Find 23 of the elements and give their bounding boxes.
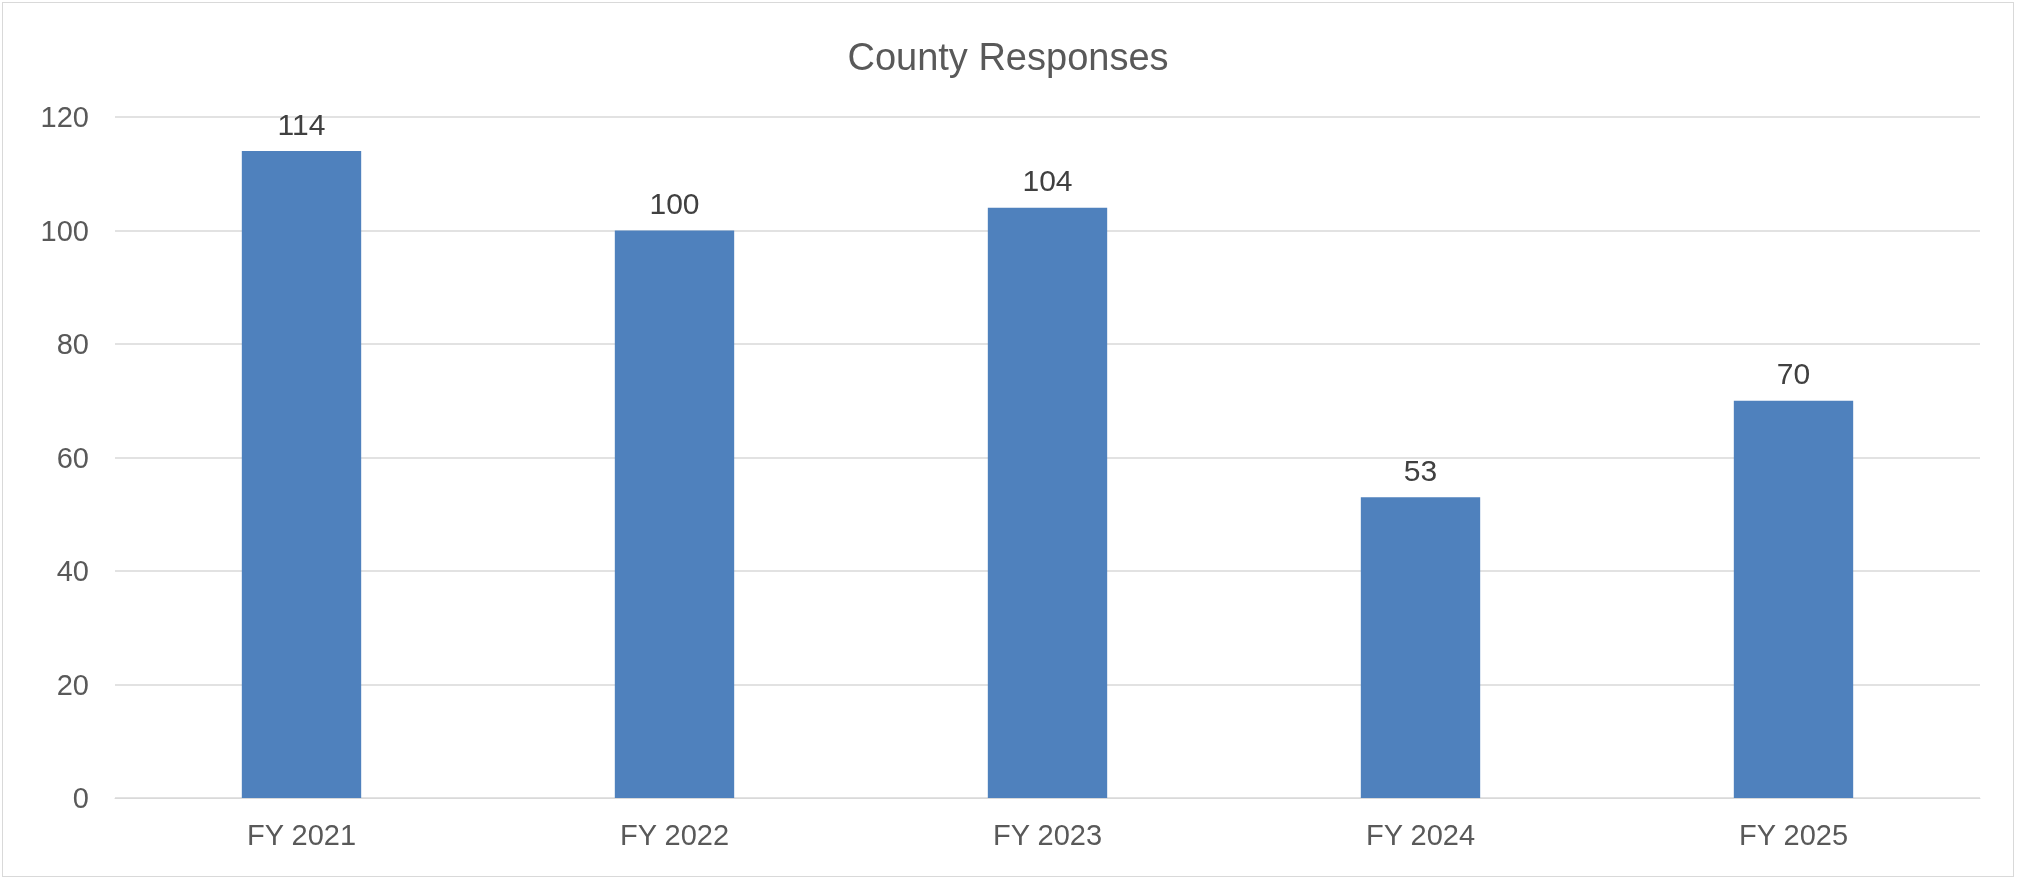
- bar: [1733, 400, 1854, 798]
- x-tick-label: FY 2021: [246, 818, 357, 851]
- data-label: 70: [1776, 357, 1811, 391]
- data-label: 100: [649, 187, 700, 220]
- data-label: 53: [1403, 453, 1438, 487]
- data-label: 104: [1022, 164, 1073, 198]
- y-tick-label: 60: [56, 441, 89, 474]
- bar: [1360, 497, 1481, 798]
- y-tick-label: 80: [56, 328, 89, 360]
- x-tick-label: FY 2025: [1738, 818, 1849, 851]
- y-tick-label: 100: [40, 214, 89, 247]
- x-tick-label: FY 2024: [1365, 818, 1476, 851]
- chart-title: County Responses: [847, 36, 1169, 78]
- bar: [987, 207, 1108, 798]
- x-tick-label: FY 2023: [992, 818, 1103, 851]
- y-tick-label: 20: [56, 668, 89, 701]
- y-tick-label: 40: [56, 555, 89, 587]
- x-tick-label: FY 2022: [619, 818, 730, 851]
- bar: [614, 230, 735, 798]
- y-tick-label: 0: [72, 782, 89, 814]
- y-tick-label: 120: [40, 101, 89, 133]
- bar: [241, 151, 362, 798]
- data-label: 114: [277, 107, 326, 141]
